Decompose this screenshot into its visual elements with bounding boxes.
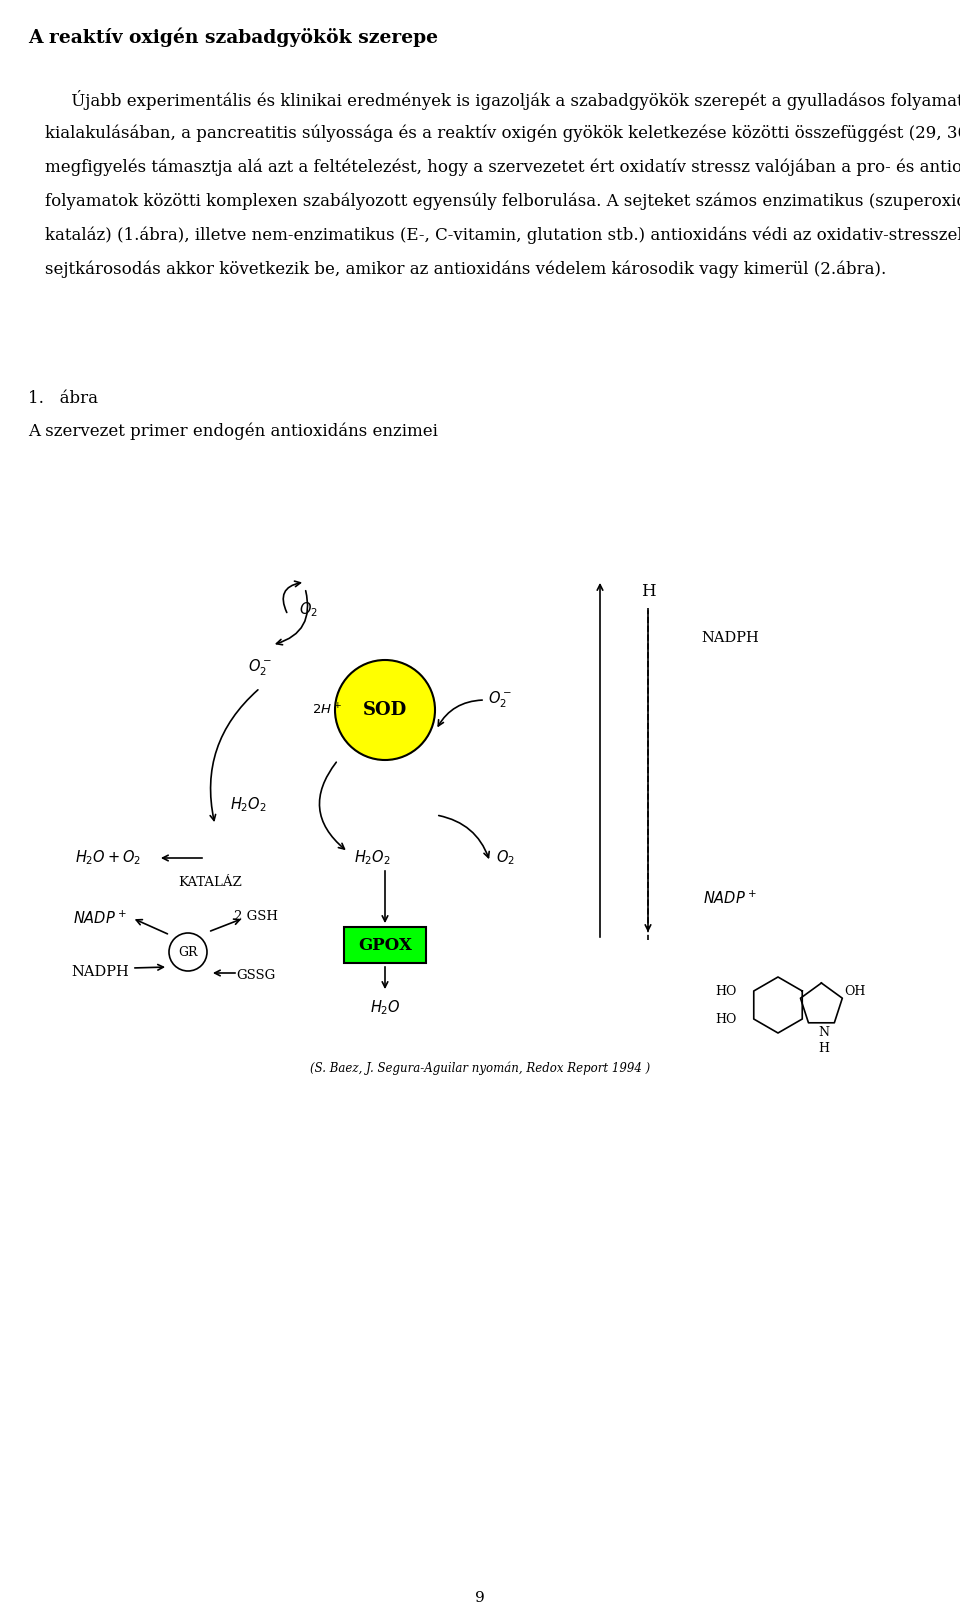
- Text: $H_2O +O_2$: $H_2O +O_2$: [75, 849, 141, 867]
- Text: $O_2$: $O_2$: [495, 849, 515, 867]
- Text: SOD: SOD: [363, 702, 407, 720]
- Text: KATALÁZ: KATALÁZ: [179, 875, 242, 888]
- Text: OH: OH: [844, 985, 866, 998]
- Text: GPOX: GPOX: [358, 936, 412, 954]
- Text: kataláz) (1.ábra), illetve nem-enzimatikus (E-, C-vitamin, glutation stb.) antio: kataláz) (1.ábra), illetve nem-enzimatik…: [45, 226, 960, 244]
- Text: kialakulásában, a pancreatitis súlyossága és a reaktív oxigén gyökök keletkezése: kialakulásában, a pancreatitis súlyosság…: [45, 125, 960, 142]
- Text: HO: HO: [715, 1012, 736, 1025]
- Text: 2 GSH: 2 GSH: [234, 909, 278, 923]
- Text: GR: GR: [179, 946, 198, 959]
- FancyBboxPatch shape: [344, 927, 426, 964]
- Text: A reaktív oxigén szabadgyökök szerepe: A reaktív oxigén szabadgyökök szerepe: [28, 27, 438, 47]
- Text: megfigyelés támasztja alá azt a feltételezést, hogy a szervezetet ért oxidatív s: megfigyelés támasztja alá azt a feltétel…: [45, 158, 960, 176]
- Text: Újabb experimentális és klinikai eredmények is igazolják a szabadgyökök szerepét: Újabb experimentális és klinikai eredmén…: [45, 91, 960, 110]
- Circle shape: [335, 660, 435, 760]
- Text: H: H: [818, 1043, 828, 1056]
- Text: $O_2$: $O_2$: [299, 600, 318, 619]
- Text: N: N: [818, 1027, 828, 1040]
- Text: NADPH: NADPH: [71, 965, 129, 978]
- Text: $NADP^+$: $NADP^+$: [73, 909, 127, 927]
- Text: $H_2O_2$: $H_2O_2$: [229, 796, 267, 815]
- Text: $H_2O_2$: $H_2O_2$: [353, 849, 391, 867]
- Text: $H_2O$: $H_2O$: [370, 999, 400, 1017]
- Text: 9: 9: [475, 1591, 485, 1606]
- Circle shape: [169, 933, 207, 970]
- Text: H: H: [640, 584, 656, 600]
- Text: sejtkárosodás akkor következik be, amikor az antioxidáns védelem károsodik vagy : sejtkárosodás akkor következik be, amiko…: [45, 260, 886, 278]
- Text: 1.   ábra: 1. ábra: [28, 390, 98, 407]
- Text: $NADP^+$: $NADP^+$: [703, 889, 756, 907]
- Text: A szervezet primer endogén antioxidáns enzimei: A szervezet primer endogén antioxidáns e…: [28, 424, 438, 440]
- Text: $2H^+$: $2H^+$: [312, 702, 342, 718]
- Text: HO: HO: [715, 985, 736, 998]
- Text: $O_2^-$: $O_2^-$: [488, 690, 512, 710]
- Text: GSSG: GSSG: [236, 969, 276, 982]
- Text: folyamatok közötti komplexen szabályozott egyensúly felborulása. A sejteket szám: folyamatok közötti komplexen szabályozot…: [45, 192, 960, 210]
- Text: NADPH: NADPH: [701, 631, 758, 645]
- Text: (S. Baez, J. Segura-Aguilar nyomán, Redox Report 1994 ): (S. Baez, J. Segura-Aguilar nyomán, Redo…: [310, 1061, 650, 1075]
- Text: $O_2^-$: $O_2^-$: [248, 658, 272, 678]
